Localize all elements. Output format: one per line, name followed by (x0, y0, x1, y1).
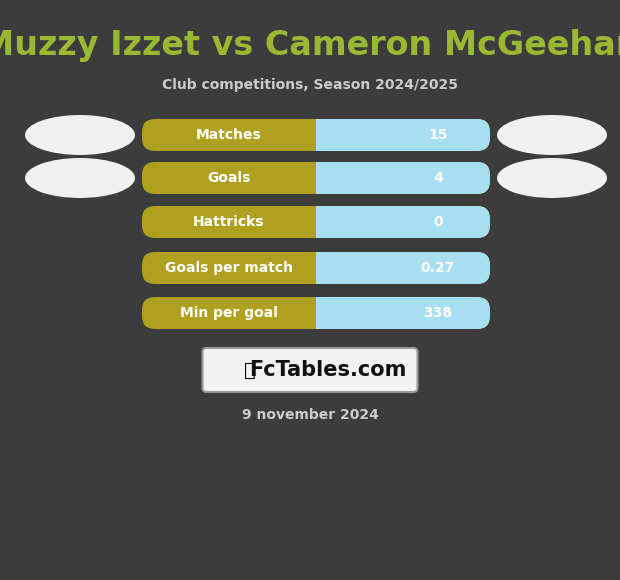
Text: 15: 15 (428, 128, 448, 142)
Text: Hattricks: Hattricks (193, 215, 265, 229)
FancyBboxPatch shape (316, 252, 490, 284)
Ellipse shape (25, 158, 135, 198)
Text: 9 november 2024: 9 november 2024 (242, 408, 378, 422)
FancyBboxPatch shape (316, 297, 490, 329)
Bar (316, 297, 329, 329)
Ellipse shape (25, 115, 135, 155)
Text: 0.27: 0.27 (421, 261, 455, 275)
Text: Muzzy Izzet vs Cameron McGeehan: Muzzy Izzet vs Cameron McGeehan (0, 28, 620, 61)
Text: 📊: 📊 (244, 361, 256, 379)
FancyBboxPatch shape (142, 119, 490, 151)
FancyBboxPatch shape (142, 162, 490, 194)
Bar (316, 206, 329, 238)
Text: Club competitions, Season 2024/2025: Club competitions, Season 2024/2025 (162, 78, 458, 92)
Text: Matches: Matches (196, 128, 262, 142)
Text: Goals: Goals (207, 171, 250, 185)
Ellipse shape (497, 158, 607, 198)
Ellipse shape (497, 115, 607, 155)
Text: Goals per match: Goals per match (165, 261, 293, 275)
FancyBboxPatch shape (142, 206, 490, 238)
Text: 4: 4 (433, 171, 443, 185)
Bar (316, 119, 329, 151)
Text: Min per goal: Min per goal (180, 306, 278, 320)
FancyBboxPatch shape (142, 252, 490, 284)
FancyBboxPatch shape (203, 348, 417, 392)
FancyBboxPatch shape (142, 297, 490, 329)
Bar (316, 162, 329, 194)
FancyBboxPatch shape (316, 162, 490, 194)
FancyBboxPatch shape (316, 119, 490, 151)
Text: 0: 0 (433, 215, 443, 229)
Text: FcTables.com: FcTables.com (249, 360, 407, 380)
Text: 338: 338 (423, 306, 453, 320)
FancyBboxPatch shape (316, 206, 490, 238)
Bar (316, 252, 329, 284)
